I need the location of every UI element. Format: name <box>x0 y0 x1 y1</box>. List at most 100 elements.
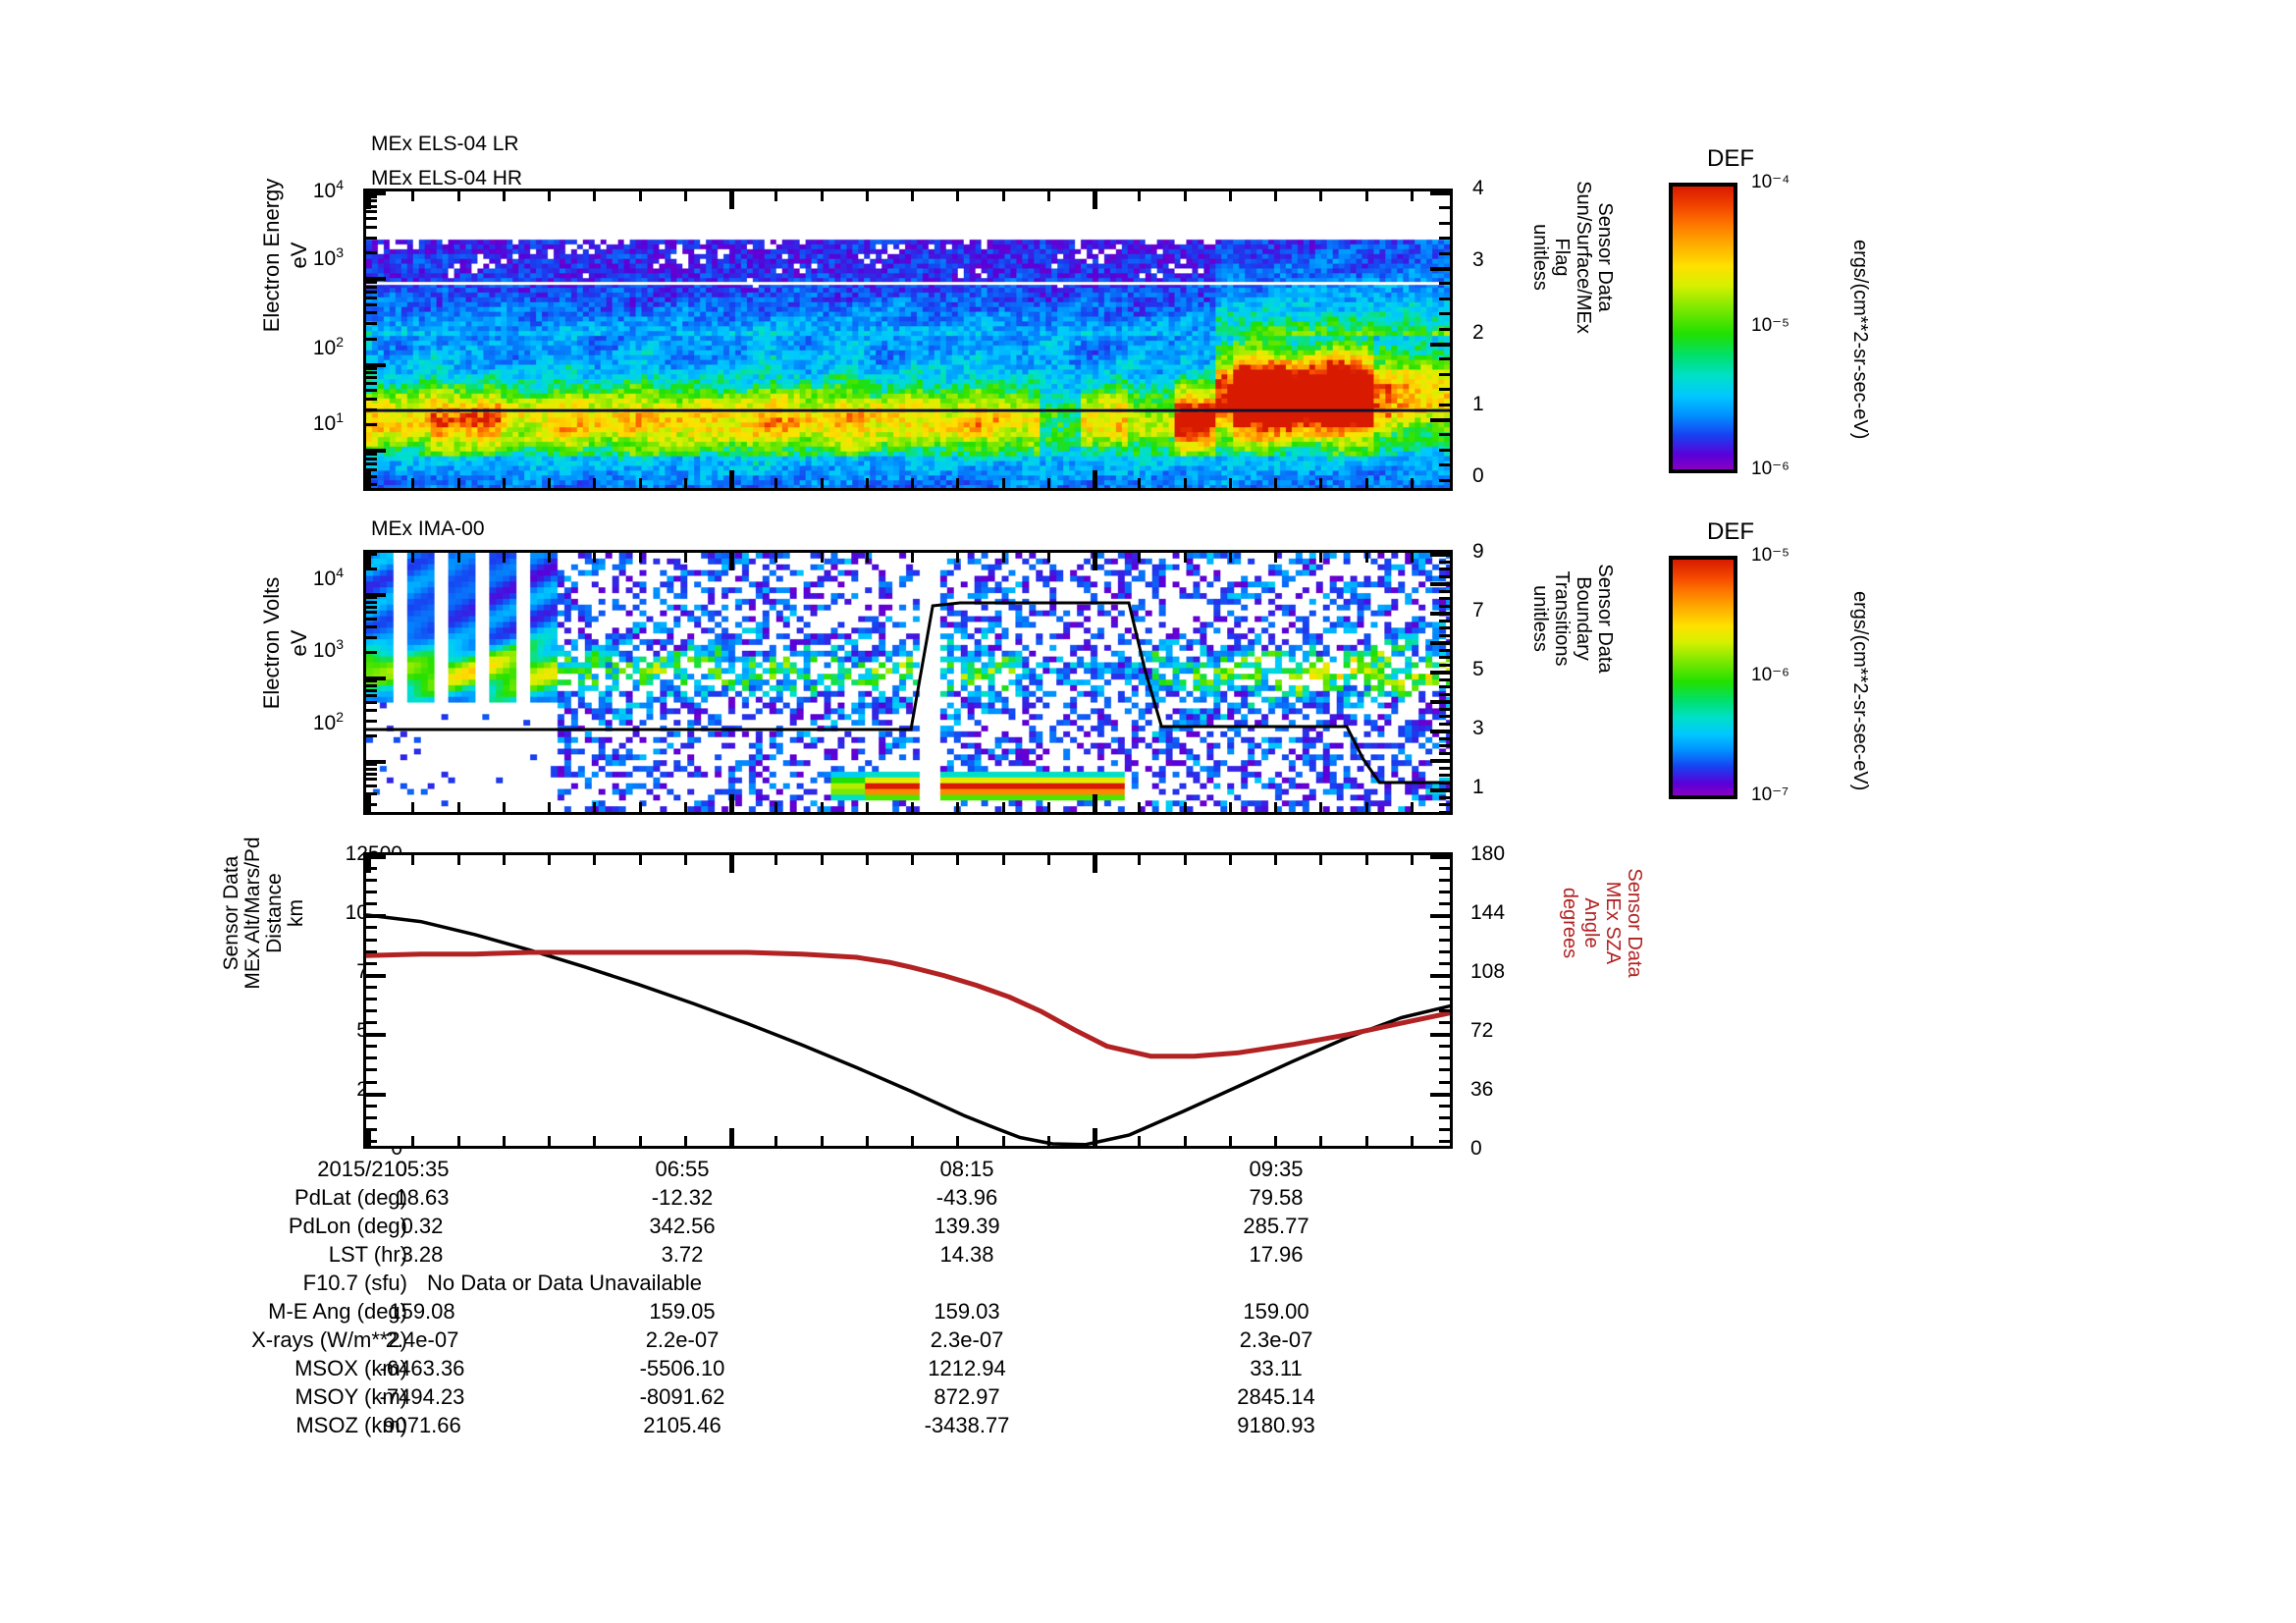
bottom-panel-plot[interactable] <box>363 852 1453 1149</box>
axis-tick <box>1439 751 1450 755</box>
axis-tick <box>1410 802 1414 812</box>
axis-tick <box>1410 855 1414 865</box>
axis-tick <box>1452 553 1453 570</box>
table-cell: 159.03 <box>934 1299 1000 1324</box>
axis-tick <box>1439 663 1450 667</box>
axis-tick <box>366 457 377 460</box>
top-panel-plot[interactable] <box>363 189 1453 491</box>
axis-tick <box>1439 985 1450 989</box>
axis-tick <box>1439 604 1450 608</box>
axis-tick <box>366 210 377 214</box>
axis-tick <box>366 720 377 724</box>
axis-tick <box>1319 802 1323 812</box>
axis-tick <box>456 191 460 201</box>
axis-tick <box>1439 1068 1450 1072</box>
bot-right-tick-144: 144 <box>1470 901 1506 924</box>
axis-tick <box>366 618 377 622</box>
axis-tick <box>1439 448 1450 452</box>
axis-tick <box>1439 478 1450 482</box>
axis-tick <box>1274 855 1277 865</box>
axis-tick <box>1364 802 1368 812</box>
axis-tick <box>1093 470 1097 488</box>
table-cell: 285.77 <box>1243 1214 1309 1238</box>
middle-panel-title: MEx IMA-00 <box>371 517 485 540</box>
axis-tick <box>366 1115 377 1119</box>
axis-tick <box>366 449 386 454</box>
table-cell: 2845.14 <box>1237 1384 1315 1409</box>
axis-tick <box>1138 191 1142 201</box>
axis-tick <box>1430 267 1450 271</box>
axis-tick <box>774 478 778 488</box>
axis-tick <box>1430 641 1450 645</box>
axis-tick <box>638 802 642 812</box>
axis-tick <box>502 1136 506 1146</box>
axis-tick <box>1439 961 1450 965</box>
top-panel-title-lr: MEx ELS-04 LR <box>371 133 519 155</box>
axis-tick <box>1439 781 1450 784</box>
axis-tick <box>366 382 377 386</box>
colorbar-top-label: DEF <box>1707 145 1754 172</box>
axis-tick <box>865 478 869 488</box>
axis-tick <box>774 855 778 865</box>
axis-tick <box>1138 1136 1142 1146</box>
axis-tick <box>366 251 377 255</box>
axis-tick <box>865 1136 869 1146</box>
axis-tick <box>1001 191 1005 201</box>
axis-tick <box>1439 722 1450 726</box>
axis-tick <box>683 478 687 488</box>
table-row-label: MSOY (km) <box>294 1384 407 1409</box>
axis-tick <box>1430 973 1450 978</box>
axis-tick <box>911 478 914 488</box>
axis-tick <box>774 191 778 201</box>
table-cell: 2.3e-07 <box>1239 1327 1313 1352</box>
axis-tick <box>1439 736 1450 740</box>
axis-tick <box>1439 1115 1450 1119</box>
top-right-tick-1: 1 <box>1472 393 1484 415</box>
axis-tick <box>366 285 377 289</box>
boundary-step-path <box>366 601 1450 784</box>
axis-tick <box>502 802 506 812</box>
axis-tick <box>366 296 377 299</box>
axis-tick <box>1439 221 1450 225</box>
axis-tick <box>548 1136 551 1146</box>
axis-tick <box>729 794 734 812</box>
axis-tick <box>366 902 377 906</box>
colorbar-top-gradient <box>1673 187 1734 469</box>
axis-tick <box>366 1068 377 1072</box>
axis-tick <box>366 997 377 1001</box>
axis-tick <box>366 600 377 604</box>
axis-tick <box>1439 692 1450 696</box>
axis-tick <box>411 478 415 488</box>
axis-tick <box>911 191 914 201</box>
axis-tick <box>366 553 371 570</box>
axis-tick <box>456 802 460 812</box>
axis-tick <box>911 1136 914 1146</box>
axis-tick <box>1439 388 1450 392</box>
axis-tick <box>865 553 869 563</box>
axis-tick <box>1410 553 1414 563</box>
axis-tick <box>774 553 778 563</box>
axis-tick <box>820 478 824 488</box>
axis-tick <box>366 794 371 812</box>
top-ytick-10e3: 103 <box>312 244 344 270</box>
axis-tick <box>502 478 506 488</box>
axis-tick <box>729 553 734 570</box>
axis-tick <box>683 855 687 865</box>
axis-tick <box>366 709 377 713</box>
middle-panel-plot[interactable] <box>363 550 1453 815</box>
axis-tick <box>366 679 377 683</box>
axis-tick <box>1452 855 1453 873</box>
axis-tick <box>1439 626 1450 629</box>
axis-tick <box>1430 1092 1450 1097</box>
axis-tick <box>366 1127 377 1131</box>
axis-tick <box>1439 803 1450 806</box>
axis-tick <box>774 802 778 812</box>
axis-tick <box>366 1080 377 1084</box>
axis-tick <box>1439 795 1450 799</box>
axis-tick <box>366 311 377 315</box>
axis-tick <box>366 694 377 698</box>
axis-tick <box>911 855 914 865</box>
axis-tick <box>1274 553 1277 563</box>
axis-tick <box>1274 478 1277 488</box>
mid-ytick-10e3: 103 <box>312 636 344 662</box>
